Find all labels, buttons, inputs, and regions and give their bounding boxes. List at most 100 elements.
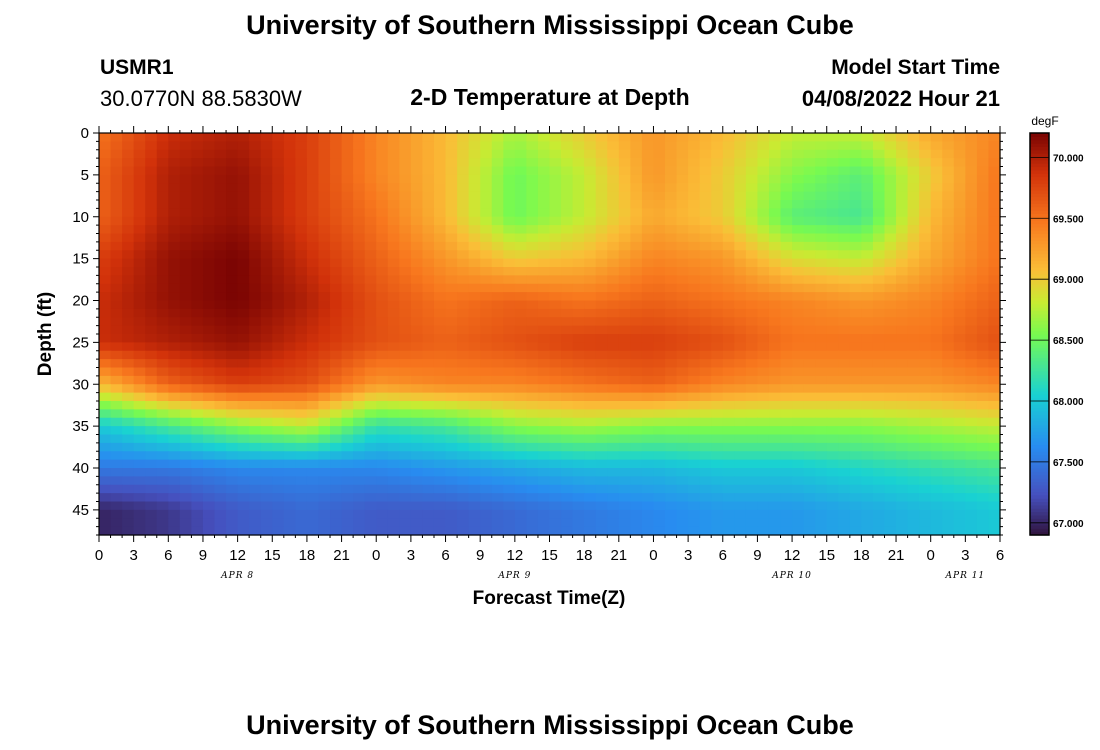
heatmap-cell [514, 149, 527, 159]
heatmap-cell [306, 392, 320, 402]
heatmap-cell [653, 367, 666, 377]
heatmap-cell [537, 308, 551, 318]
heatmap-cell [283, 434, 296, 444]
heatmap-cell [514, 225, 527, 235]
heatmap-cell [826, 375, 839, 385]
heatmap-cell [457, 250, 470, 260]
heatmap-cell [110, 325, 123, 335]
heatmap-cell [295, 518, 308, 528]
heatmap-cell [156, 216, 169, 226]
heatmap-cell [110, 292, 123, 302]
heatmap-cell [953, 484, 966, 494]
heatmap-cell [884, 509, 897, 519]
heatmap-cell [942, 250, 955, 260]
heatmap-cell [849, 317, 862, 327]
heatmap-cell [122, 241, 135, 251]
heatmap-cell [780, 375, 793, 385]
heatmap-cell [734, 267, 747, 276]
heatmap-cell [387, 200, 400, 209]
heatmap-cell [237, 317, 250, 327]
heatmap-cell [422, 275, 435, 285]
heatmap-cell [237, 191, 250, 201]
heatmap-cell [595, 426, 608, 436]
heatmap-cell [665, 133, 678, 142]
heatmap-cell [514, 267, 527, 276]
heatmap-cell [734, 133, 747, 142]
heatmap-cell [757, 509, 770, 519]
heatmap-cell [445, 476, 458, 486]
heatmap-cell [341, 267, 354, 276]
heatmap-cell [780, 317, 793, 327]
heatmap-cell [445, 258, 458, 268]
heatmap-cell [549, 359, 562, 369]
heatmap-cell [99, 183, 112, 193]
heatmap-cell [792, 308, 805, 318]
heatmap-cell [907, 258, 920, 268]
heatmap-cell [376, 417, 389, 427]
heatmap-cell [734, 459, 747, 469]
heatmap-cell [919, 325, 932, 335]
heatmap-cell [988, 417, 1001, 427]
heatmap-cell [942, 300, 955, 310]
heatmap-cell [688, 233, 701, 243]
heatmap-cell [468, 233, 481, 243]
heatmap-cell [283, 476, 296, 486]
heatmap-cell [295, 174, 308, 184]
heatmap-cell [249, 141, 262, 151]
heatmap-cell [745, 501, 759, 511]
heatmap-cell [549, 350, 562, 360]
heatmap-cell [457, 417, 470, 427]
heatmap-cell [884, 375, 897, 385]
heatmap-cell [457, 350, 470, 360]
heatmap-cell [399, 509, 412, 519]
heatmap-cell [526, 149, 539, 159]
heatmap-cell [537, 183, 551, 193]
heatmap-cell [872, 350, 886, 360]
colorbar-swatch [1030, 166, 1049, 171]
heatmap-cell [249, 476, 262, 486]
heatmap-cell [653, 334, 666, 343]
heatmap-cell [226, 417, 239, 427]
heatmap-cell [491, 325, 504, 335]
heatmap-cell [491, 359, 504, 369]
heatmap-cell [711, 442, 724, 452]
heatmap-cell [237, 409, 250, 419]
heatmap-cell [676, 250, 689, 260]
heatmap-cell [942, 442, 955, 452]
heatmap-cell [272, 216, 285, 226]
heatmap-cell [711, 158, 724, 168]
heatmap-cell [838, 375, 851, 385]
heatmap-cell [364, 476, 377, 486]
heatmap-cell [792, 149, 805, 159]
heatmap-cell [665, 334, 678, 343]
heatmap-cell [202, 476, 216, 486]
heatmap-cell [133, 342, 146, 352]
heatmap-cell [272, 359, 285, 369]
heatmap-cell [780, 225, 793, 235]
heatmap-cell [826, 493, 839, 503]
heatmap-cell [607, 233, 620, 243]
heatmap-cell [907, 342, 920, 352]
heatmap-cell [514, 166, 527, 176]
x-tick-label: 15 [541, 547, 558, 564]
heatmap-cell [480, 174, 493, 184]
heatmap-cell [584, 317, 597, 327]
heatmap-cell [861, 149, 874, 159]
heatmap-cell [965, 258, 978, 268]
heatmap-cell [99, 292, 112, 302]
heatmap-cell [976, 233, 990, 243]
heatmap-cell [318, 350, 331, 360]
heatmap-cell [561, 267, 574, 276]
heatmap-cell [503, 317, 516, 327]
heatmap-cell [202, 451, 216, 461]
heatmap-cell [399, 334, 412, 343]
heatmap-cell [99, 518, 112, 528]
heatmap-cell [942, 501, 955, 511]
heatmap-cell [387, 183, 400, 193]
heatmap-cell [306, 317, 320, 327]
heatmap-cell [514, 459, 527, 469]
heatmap-cell [595, 518, 608, 528]
heatmap-cell [988, 166, 1001, 176]
heatmap-cell [468, 275, 481, 285]
heatmap-cell [722, 267, 735, 276]
